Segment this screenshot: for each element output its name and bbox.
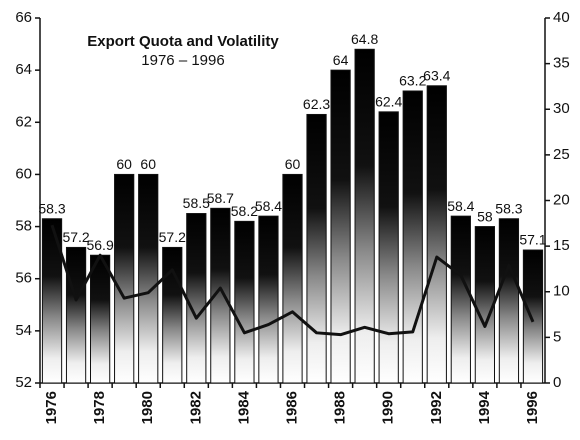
x-tick-label: 1984 [235,390,252,424]
bar [162,246,183,384]
y2-tick-label: 40 [553,9,570,26]
bar [450,215,471,384]
line [50,224,535,337]
y2-tick-label: 30 [553,100,570,117]
bar-value-label: 57.2 [62,229,89,245]
bar [138,173,159,384]
x-tick-label: 1976 [43,391,60,424]
y2-tick-label: 5 [553,328,561,345]
bar-value-label: 57.1 [519,232,546,248]
bar-value-label: 62.4 [375,94,402,110]
bar [186,213,207,384]
bar-value-label: 60 [140,156,156,172]
bar-value-label: 57.2 [159,229,186,245]
chart-subtitle: 1976 – 1996 [141,52,224,69]
bar [498,218,520,384]
bar [378,111,399,384]
y2-tick-label: 10 [553,283,570,300]
y-tick-label: 54 [15,322,32,339]
bar-value-label: 58.2 [231,203,258,219]
x-tick-label: 1992 [428,391,445,424]
bar [282,173,303,384]
y-tick-label: 52 [15,374,32,391]
bar [210,207,231,384]
bar [114,173,135,384]
bar-value-label: 60 [116,156,132,172]
bar-value-label: 60 [285,156,301,172]
bar-value-label: 58.5 [183,195,210,211]
x-tick-label: 1978 [91,391,108,424]
bar [90,254,111,384]
y2-tick-label: 25 [553,146,570,163]
y-tick-label: 58 [15,218,32,235]
bar-value-label: 58.7 [207,190,234,206]
bar-value-label: 62.3 [303,96,330,112]
x-tick-label: 1988 [332,391,349,424]
bar [306,113,327,384]
x-tick-label: 1990 [380,391,397,424]
bar-value-label: 63.2 [399,73,426,89]
y-tick-label: 66 [15,9,32,26]
bar [522,249,544,384]
x-tick-label: 1982 [187,391,204,424]
bar [258,215,279,384]
bar-value-label: 58.4 [447,198,474,214]
y2-tick-label: 0 [553,374,561,391]
bar [41,218,63,384]
x-tick-label: 1996 [524,391,541,424]
bar-value-label: 58 [477,208,493,224]
bar-value-label: 58.4 [255,198,282,214]
x-tick-label: 1980 [139,391,156,424]
bar-value-label: 64 [333,52,349,68]
bar-value-label: 64.8 [351,31,378,47]
y-tick-label: 62 [15,113,32,130]
bar [354,48,375,384]
bar [426,85,447,384]
y2-tick-label: 15 [553,237,570,254]
bar [474,226,495,384]
chart-title: Export Quota and Volatility [87,33,279,50]
x-tick-label: 1994 [476,390,493,424]
y-tick-label: 64 [15,61,32,78]
bar [330,69,351,384]
bar [65,246,87,384]
y2-tick-label: 20 [553,191,570,208]
bar-value-label: 63.4 [423,67,450,83]
bar-value-label: 58.3 [38,200,65,216]
bar [402,90,423,384]
bar [234,220,255,384]
x-tick-label: 1986 [283,391,300,424]
y-tick-label: 60 [15,165,32,182]
bar-value-label: 58.3 [495,200,522,216]
bar-value-label: 56.9 [86,237,113,253]
y2-tick-label: 35 [553,55,570,72]
y-tick-label: 56 [15,270,32,287]
